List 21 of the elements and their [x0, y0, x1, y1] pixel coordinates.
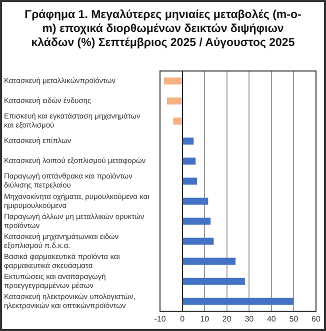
bar	[182, 258, 236, 265]
bar	[164, 78, 182, 85]
x-tick-label: 40	[266, 314, 276, 324]
bar	[182, 218, 211, 225]
bar	[182, 278, 245, 285]
bar	[166, 98, 182, 105]
bar	[182, 178, 197, 185]
x-tick-label: 0	[180, 314, 186, 324]
bar	[182, 198, 208, 205]
x-tick-label: 30	[244, 314, 254, 324]
x-tick-label: 20	[222, 314, 232, 324]
bar	[182, 238, 214, 245]
x-tick-label: -10	[154, 314, 166, 324]
bar	[182, 298, 294, 305]
bar	[182, 158, 196, 165]
x-tick-label: 60	[312, 314, 321, 324]
x-tick-label: 10	[200, 314, 210, 324]
bar	[173, 118, 182, 125]
chart-title: Γράφημα 1. Μεγαλύτερες μηνιαίες μεταβολές (m-o-m) εποχικά διορθωμένων δεικτών διψήφιων κλάδων (%) Σεπτέμβριος 2025 / Αύγουστος 2025	[24, 8, 302, 51]
x-tick-label: 50	[289, 314, 299, 324]
bar	[182, 138, 194, 145]
